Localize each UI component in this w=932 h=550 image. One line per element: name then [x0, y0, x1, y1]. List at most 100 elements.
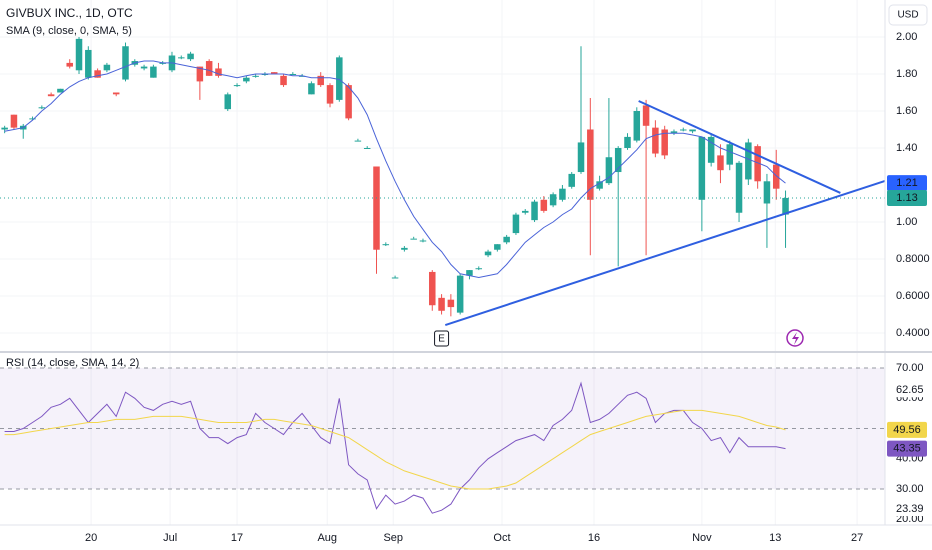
earnings-marker-label: E	[438, 334, 445, 345]
candle-body	[215, 68, 222, 76]
candle-body	[47, 94, 55, 97]
marked-level-label: 62.65	[896, 384, 924, 396]
y-tick-label: 0.6000	[896, 290, 930, 302]
candle-body	[391, 277, 399, 279]
candle-body	[233, 85, 241, 87]
candle-body	[624, 136, 631, 148]
candle-body	[577, 142, 585, 173]
currency-button[interactable]	[888, 4, 928, 26]
value-label: 49.56	[893, 424, 921, 436]
candle-body	[57, 88, 64, 93]
candle-body	[689, 129, 696, 132]
candle-body	[661, 129, 668, 156]
candle-body	[540, 199, 548, 211]
candle-body	[187, 53, 194, 60]
candle-body	[150, 66, 157, 78]
marked-level-label: 23.39	[896, 503, 924, 515]
candle-body	[745, 142, 752, 180]
y-tick-label: 20.00	[896, 513, 924, 525]
y-tick-label: 1.80	[896, 68, 917, 80]
dividend-icon[interactable]	[786, 329, 804, 347]
candle-body	[447, 299, 455, 308]
candle-body	[289, 73, 297, 75]
candle-body	[75, 38, 83, 71]
candle-body	[484, 251, 492, 256]
candle-body	[66, 62, 73, 67]
candle-body	[224, 94, 232, 110]
layers: E	[0, 0, 886, 525]
candle-body	[243, 77, 250, 82]
value-label-box	[887, 440, 927, 457]
candle-body	[503, 236, 510, 243]
candle-body	[466, 270, 473, 276]
y-tick-label: 30.00	[896, 483, 924, 495]
x-tick-label: 16	[588, 532, 600, 544]
candle-body	[317, 75, 324, 86]
candle-body	[410, 238, 417, 240]
candle-body	[345, 85, 352, 119]
candle-body	[717, 155, 724, 171]
x-tick-label: Oct	[493, 532, 510, 544]
x-tick-label: Sep	[383, 532, 403, 544]
indicator-legend: SMA (9, close, 0, SMA, 5)	[6, 25, 132, 37]
y-tick-label: 0.4000	[896, 327, 930, 339]
candle-body	[605, 157, 613, 184]
candle-body	[438, 297, 445, 311]
candle-body	[401, 247, 408, 250]
value-label-box	[887, 421, 927, 438]
candle-body	[38, 107, 46, 109]
candle-body	[531, 201, 538, 221]
trend-line	[638, 100, 841, 194]
candle-body	[680, 129, 687, 131]
candle-body	[549, 194, 557, 206]
candle-body	[735, 162, 743, 213]
candle-body	[122, 46, 129, 80]
candle-body	[698, 136, 706, 200]
value-label: 1.13	[896, 192, 917, 204]
candle-body	[763, 181, 771, 204]
currency[interactable]: USD	[897, 10, 918, 21]
value-label: 43.35	[893, 443, 921, 455]
candle-body	[1, 127, 8, 130]
rsi-legend: RSI (14, close, SMA, 14, 2)	[6, 357, 139, 369]
dividend-icon-bolt	[792, 332, 799, 345]
candle-body	[140, 66, 148, 69]
candle-body	[85, 49, 92, 78]
candle-body	[512, 214, 520, 234]
candle-body	[10, 114, 18, 128]
y-tick-label: 1.60	[896, 105, 917, 117]
candle-body	[94, 70, 101, 78]
candle-body	[270, 72, 278, 74]
candle-body	[280, 75, 287, 86]
x-tick-label: Nov	[692, 532, 712, 544]
candle-body	[326, 85, 334, 104]
candle-body	[475, 268, 483, 270]
candle-body	[652, 127, 659, 154]
candle-body	[596, 181, 603, 189]
candle-body	[363, 147, 371, 149]
y-tick-label: 1.00	[896, 216, 917, 228]
sma-line	[4, 60, 786, 279]
y-tick-label: 1.40	[896, 142, 917, 154]
rsi-line	[4, 381, 786, 514]
candle-body	[419, 240, 427, 242]
candle-body	[429, 271, 436, 306]
x-tick-label: 27	[851, 532, 863, 544]
candle-body	[782, 197, 789, 215]
x-tick-label: 13	[769, 532, 781, 544]
candle-body	[382, 244, 390, 246]
candle-body	[521, 210, 529, 213]
x-tick-label: Aug	[317, 532, 337, 544]
candle-body	[354, 140, 362, 142]
candle-body	[205, 61, 213, 76]
candle-body	[308, 83, 315, 95]
candle-body	[633, 110, 641, 141]
candle-body	[178, 57, 185, 59]
trend-line	[444, 179, 886, 326]
candle-body	[772, 164, 780, 189]
y-tick-label: 2.00	[896, 31, 917, 43]
candle-body	[336, 57, 343, 100]
candle-body	[252, 75, 259, 77]
value-label-box	[887, 175, 927, 192]
